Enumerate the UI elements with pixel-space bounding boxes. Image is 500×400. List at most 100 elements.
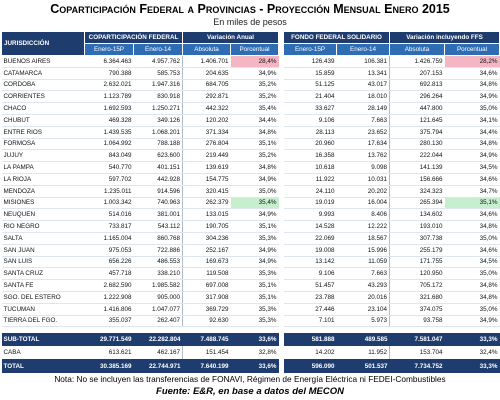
jurisdiction: CHUBUT (1, 114, 85, 127)
table-cell: 35,4% (230, 197, 279, 210)
table-cell: 139.619 (182, 161, 231, 174)
table-cell: 265.394 (389, 197, 445, 210)
table-row: SGO. DEL ESTERO 1.222.908 905.000 317.908 35… (1, 291, 279, 304)
table-cell: 51.457 (283, 279, 337, 292)
table-cell: 10.618 (283, 161, 337, 174)
table-row: 14.528 12.222 193.010 34,8% (283, 220, 500, 233)
table-cell: 860.768 (133, 232, 183, 245)
table-row: SALTA 1.165.004 860.768 304.236 35,3% (1, 232, 279, 245)
table-row: 9.993 8.406 134.602 34,6% (283, 208, 500, 222)
table-cell: 169.673 (182, 256, 231, 269)
table-cell: 401.151 (133, 161, 183, 174)
table-cell: 11.059 (336, 256, 390, 269)
column-header: FONDO FEDERAL SOLIDARIO (283, 31, 390, 44)
table-row: ENTRE RIOS 1.439.535 1.068.201 371.334 34,8% (1, 126, 279, 139)
column-header: JURISDICCIÓN (1, 31, 85, 56)
table-cell: 843.049 (84, 149, 134, 163)
table-cell: 35,3% (230, 232, 279, 245)
table-cell: 1.692.593 (84, 102, 134, 115)
table-row: CHACO 1.692.593 1.250.271 442.322 35,4% (1, 102, 279, 115)
table-cell: 581.888 (283, 333, 337, 347)
table-cell: 33,3% (444, 359, 500, 374)
table-cell: 276.804 (182, 138, 231, 151)
table-cell: 1.165.004 (84, 232, 134, 245)
table-row: MISIONES 1.003.342 740.963 262.379 35,4% (1, 197, 279, 210)
table-cell: 1.426.759 (389, 55, 445, 68)
jurisdiction: TIERRA DEL FGO. (1, 315, 85, 328)
table-cell: 23.788 (283, 291, 337, 304)
table-cell: 296.264 (389, 90, 445, 104)
jurisdiction: SAN LUIS (1, 256, 85, 269)
table-row: FONDO FEDERAL SOLIDARIO Variación incluye… (283, 31, 500, 44)
coparticipacion-table: JURISDICCIÓN COPARTICIPACIÓN FEDERAL Varia… (1, 31, 280, 374)
table-cell: 12.222 (336, 220, 390, 233)
jurisdiction: CABA (1, 346, 85, 361)
table-cell: 280.130 (389, 138, 445, 151)
table-cell: 1.222.908 (84, 291, 134, 304)
table-cell: 134.602 (389, 208, 445, 222)
table-cell: 133.015 (182, 208, 231, 222)
table-cell: 34,7% (444, 185, 500, 198)
table-cell: 15.859 (283, 67, 337, 80)
table-row: 126.439 106.381 1.426.759 28,2% (283, 55, 500, 68)
jurisdiction: JUJUY (1, 149, 85, 163)
table-cell: 9.106 (283, 267, 337, 281)
table-cell: 33.627 (283, 102, 337, 115)
table-cell: 914.596 (133, 185, 183, 198)
table-cell: 514.016 (84, 208, 134, 222)
table-cell: 11.922 (283, 173, 337, 186)
table-cell: 1.985.582 (133, 279, 183, 292)
table-cell: 35,1% (230, 291, 279, 304)
table-cell: 597.702 (84, 173, 134, 186)
table-cell: 1.047.077 (133, 303, 183, 316)
table-row: LA RIOJA 597.702 442.928 154.775 34,9% (1, 173, 279, 186)
table-cell: 1.406.701 (182, 55, 231, 68)
column-subheader: Absoluta (182, 43, 232, 56)
table-cell: 207.153 (389, 67, 445, 80)
table-cell: 119.508 (182, 267, 231, 281)
jurisdiction: CORDOBA (1, 79, 85, 92)
jurisdiction: SUB-TOTAL (1, 333, 85, 347)
jurisdiction: CATAMARCA (1, 67, 85, 80)
table-row: SAN LUIS 656.226 486.553 169.673 34,9% (1, 256, 279, 269)
table-cell: 20.960 (283, 138, 337, 151)
table-cell: 204.635 (182, 67, 231, 80)
table-cell: 975.053 (84, 244, 134, 257)
table-cell: 156.666 (389, 173, 445, 186)
jurisdiction: MENDOZA (1, 185, 85, 198)
table-row: 13.142 11.059 171.755 34,5% (283, 256, 500, 269)
table-cell: 28,2% (444, 55, 500, 68)
table-row: Enero-15P Enero-14 Absoluta Porcentual (283, 43, 500, 56)
table-cell: 30.385.169 (84, 359, 134, 374)
table-row: Enero-15P Enero-14 Absoluta Porcentual (2, 43, 280, 56)
table-row: SAN JUAN 975.053 722.886 252.167 34,9% (1, 244, 279, 257)
table-row: CHUBUT 469.328 349.126 120.202 34,4% (1, 114, 279, 127)
table-cell: 34,9% (230, 208, 279, 222)
table-cell: 7.101 (283, 315, 337, 328)
table-cell: 1.947.316 (133, 79, 183, 92)
table-cell: 17.634 (336, 138, 390, 151)
table-cell: 304.236 (182, 232, 231, 245)
table-row: TIERRA DEL FGO. 355.037 262.407 92.630 35,3% (1, 315, 279, 328)
table-row: NEUQUEN 514.016 381.001 133.015 34,9% (1, 208, 279, 222)
table-cell: 321.680 (389, 291, 445, 304)
table-cell: 7.734.752 (389, 359, 445, 374)
table-cell: 120.202 (182, 114, 231, 127)
table-cell: 18.567 (336, 232, 390, 245)
table-cell: 613.621 (84, 346, 134, 361)
jurisdiction: SANTA CRUZ (1, 267, 85, 281)
table-cell: 9.106 (283, 114, 337, 127)
table-cell: 34,5% (444, 256, 500, 269)
table-cell: 469.328 (84, 114, 134, 127)
table-cell: 788.188 (133, 138, 183, 151)
table-cell: 7.640.199 (182, 359, 231, 374)
table-cell: 34,6% (444, 208, 500, 222)
table-cell: 697.008 (182, 279, 231, 292)
table-cell: 35,0% (230, 185, 279, 198)
table-cell: 154.775 (182, 173, 231, 186)
table-cell: 22.744.971 (133, 359, 183, 374)
table-cell: 692.813 (389, 79, 445, 92)
table-cell: 34,6% (444, 244, 500, 257)
table-row: 20.960 17.634 280.130 34,8% (283, 138, 500, 151)
table-cell: 262.407 (133, 315, 183, 328)
